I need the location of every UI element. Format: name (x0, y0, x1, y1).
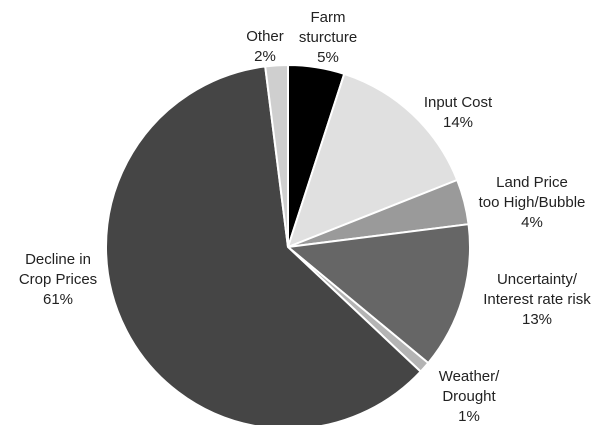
value-label: 14% (443, 114, 473, 131)
value-label: 1% (458, 408, 480, 425)
slice-label: Interest rate risk (483, 291, 591, 308)
slice-label: Uncertainty/ (497, 271, 578, 288)
pie-slice (105, 65, 423, 425)
pie-slice (286, 72, 459, 249)
slice-label: Crop Prices (19, 271, 97, 288)
value-label: 4% (521, 214, 543, 231)
slice-label: Other (246, 28, 284, 45)
slice-label: Decline in (25, 251, 91, 268)
slice-label: too High/Bubble (479, 194, 586, 211)
pie-slice (264, 63, 289, 248)
value-label: 61% (43, 291, 73, 308)
value-label: 5% (317, 49, 339, 66)
pie-slice (285, 223, 471, 365)
slice-label: Land Price (496, 174, 568, 191)
slice-label: Farm (311, 9, 346, 26)
slice-label: Input Cost (424, 94, 493, 111)
slice-label: Drought (442, 388, 496, 405)
value-label: 13% (522, 311, 552, 328)
slice-label: Weather/ (439, 368, 500, 385)
slice-label: sturcture (299, 29, 357, 46)
value-label: 2% (254, 48, 276, 65)
